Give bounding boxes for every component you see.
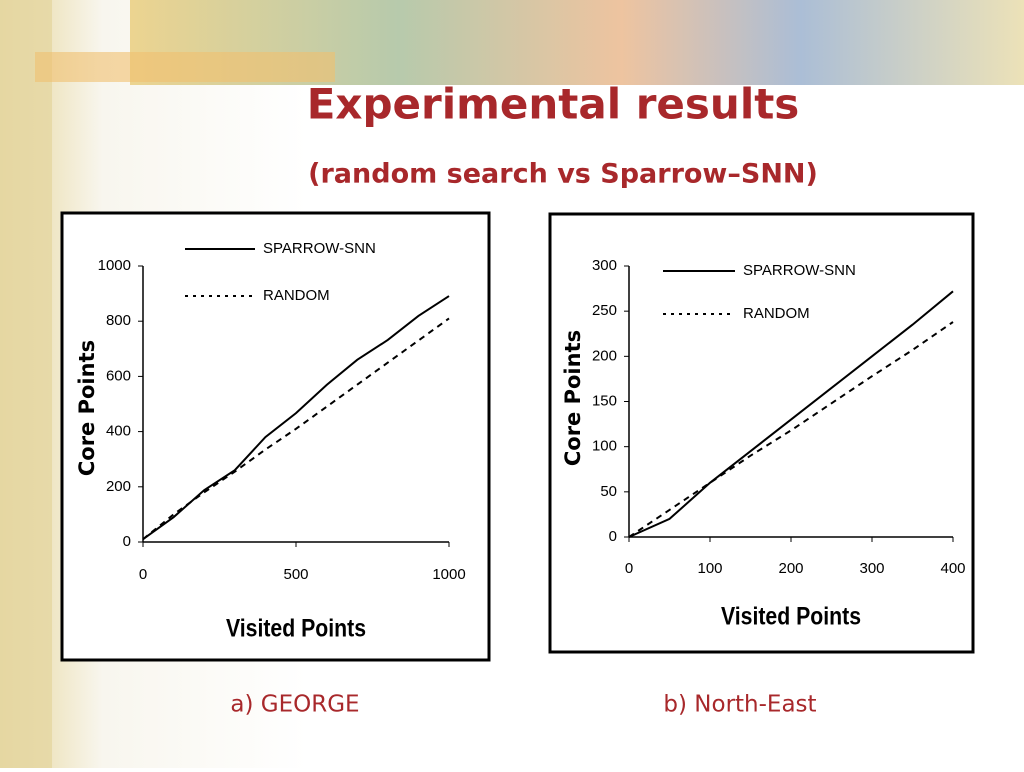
legend-label: RANDOM: [743, 305, 810, 322]
x-tick-label: 200: [778, 560, 803, 577]
y-tick-label: 0: [123, 533, 131, 550]
side-strip: [0, 0, 52, 768]
x-tick-label: 0: [625, 560, 633, 577]
y-tick-label: 600: [106, 367, 131, 384]
slide-subtitle: (random search vs Sparrow–SNN): [308, 159, 818, 190]
legend-label: SPARROW-SNN: [263, 240, 376, 257]
y-tick-label: 200: [106, 478, 131, 495]
legend-label: RANDOM: [263, 287, 330, 304]
x-tick-label: 400: [940, 560, 965, 577]
x-tick-label: 100: [697, 560, 722, 577]
series-line: [142, 317, 450, 541]
y-tick-label: 50: [600, 483, 617, 500]
y-axis-title: Core Points: [75, 340, 99, 476]
y-tick-label: 250: [592, 302, 617, 319]
x-tick-label: 300: [859, 560, 884, 577]
legend-label: SPARROW-SNN: [743, 262, 856, 279]
x-axis-title: Visited Points: [226, 614, 366, 642]
y-tick-label: 0: [609, 528, 617, 545]
y-tick-label: 100: [592, 438, 617, 455]
header-band: [35, 52, 335, 82]
chart-frame: [548, 212, 975, 654]
y-tick-label: 400: [106, 423, 131, 440]
slide-title: Experimental results: [307, 80, 800, 129]
series-line: [628, 290, 954, 538]
y-tick-label: 150: [592, 392, 617, 409]
x-tick-label: 500: [283, 566, 308, 583]
chart-frame: [60, 211, 491, 662]
y-tick-label: 200: [592, 347, 617, 364]
y-tick-label: 800: [106, 312, 131, 329]
series-line: [628, 321, 954, 538]
y-tick-label: 1000: [98, 257, 131, 274]
series-line: [142, 295, 450, 541]
y-tick-label: 300: [592, 257, 617, 274]
x-tick-label: 0: [139, 566, 147, 583]
x-axis-title: Visited Points: [721, 602, 861, 630]
chart-caption: b) North-East: [663, 692, 816, 718]
x-tick-label: 1000: [432, 566, 465, 583]
chart-caption: a) GEORGE: [230, 692, 359, 718]
y-axis-title: Core Points: [561, 330, 585, 466]
